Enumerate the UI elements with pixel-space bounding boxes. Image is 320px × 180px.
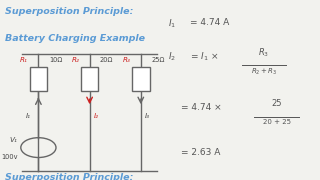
Text: = $\mathit{I}_1$ ×: = $\mathit{I}_1$ × bbox=[190, 50, 219, 63]
Text: Superposition Principle:: Superposition Principle: bbox=[5, 7, 133, 16]
Text: $\mathit{I}_2$: $\mathit{I}_2$ bbox=[168, 50, 176, 63]
Text: I₂: I₂ bbox=[93, 112, 99, 118]
Text: 10Ω: 10Ω bbox=[49, 57, 62, 63]
Text: 25: 25 bbox=[272, 99, 282, 108]
Text: $\mathit{I}_1$: $\mathit{I}_1$ bbox=[168, 18, 176, 30]
Bar bbox=[132, 67, 150, 91]
Bar bbox=[30, 67, 47, 91]
Text: R₁: R₁ bbox=[20, 57, 28, 63]
Bar bbox=[81, 67, 99, 91]
Text: Battery Charging Example: Battery Charging Example bbox=[5, 34, 145, 43]
Text: Superposition Principle:: Superposition Principle: bbox=[5, 173, 133, 180]
Text: I₁: I₁ bbox=[25, 112, 30, 118]
Text: V₁: V₁ bbox=[10, 137, 18, 143]
Text: $\mathit{R}_2 + \mathit{R}_3$: $\mathit{R}_2 + \mathit{R}_3$ bbox=[251, 67, 277, 77]
Text: = 2.63 A: = 2.63 A bbox=[181, 148, 220, 157]
Text: 100v: 100v bbox=[1, 154, 18, 160]
Text: $\mathit{R}_3$: $\mathit{R}_3$ bbox=[259, 47, 269, 59]
Text: R₃: R₃ bbox=[123, 57, 131, 63]
Text: 20 + 25: 20 + 25 bbox=[263, 119, 291, 125]
Text: 25Ω: 25Ω bbox=[151, 57, 164, 63]
Text: = 4.74 A: = 4.74 A bbox=[190, 18, 230, 27]
Text: 20Ω: 20Ω bbox=[100, 57, 113, 63]
Text: = 4.74 ×: = 4.74 × bbox=[181, 103, 221, 112]
Text: R₂: R₂ bbox=[71, 57, 79, 63]
Text: I₃: I₃ bbox=[145, 112, 150, 118]
